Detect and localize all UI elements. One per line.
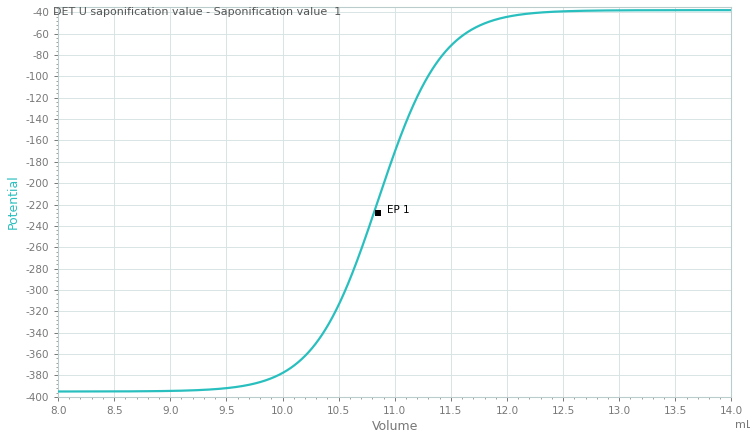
Text: EP 1: EP 1 [387, 205, 410, 215]
Y-axis label: Potential: Potential [7, 175, 20, 229]
X-axis label: Volume: Volume [371, 420, 418, 433]
Text: mL: mL [735, 420, 750, 430]
Text: DET U saponification value - Saponification value  1: DET U saponification value - Saponificat… [53, 7, 340, 17]
